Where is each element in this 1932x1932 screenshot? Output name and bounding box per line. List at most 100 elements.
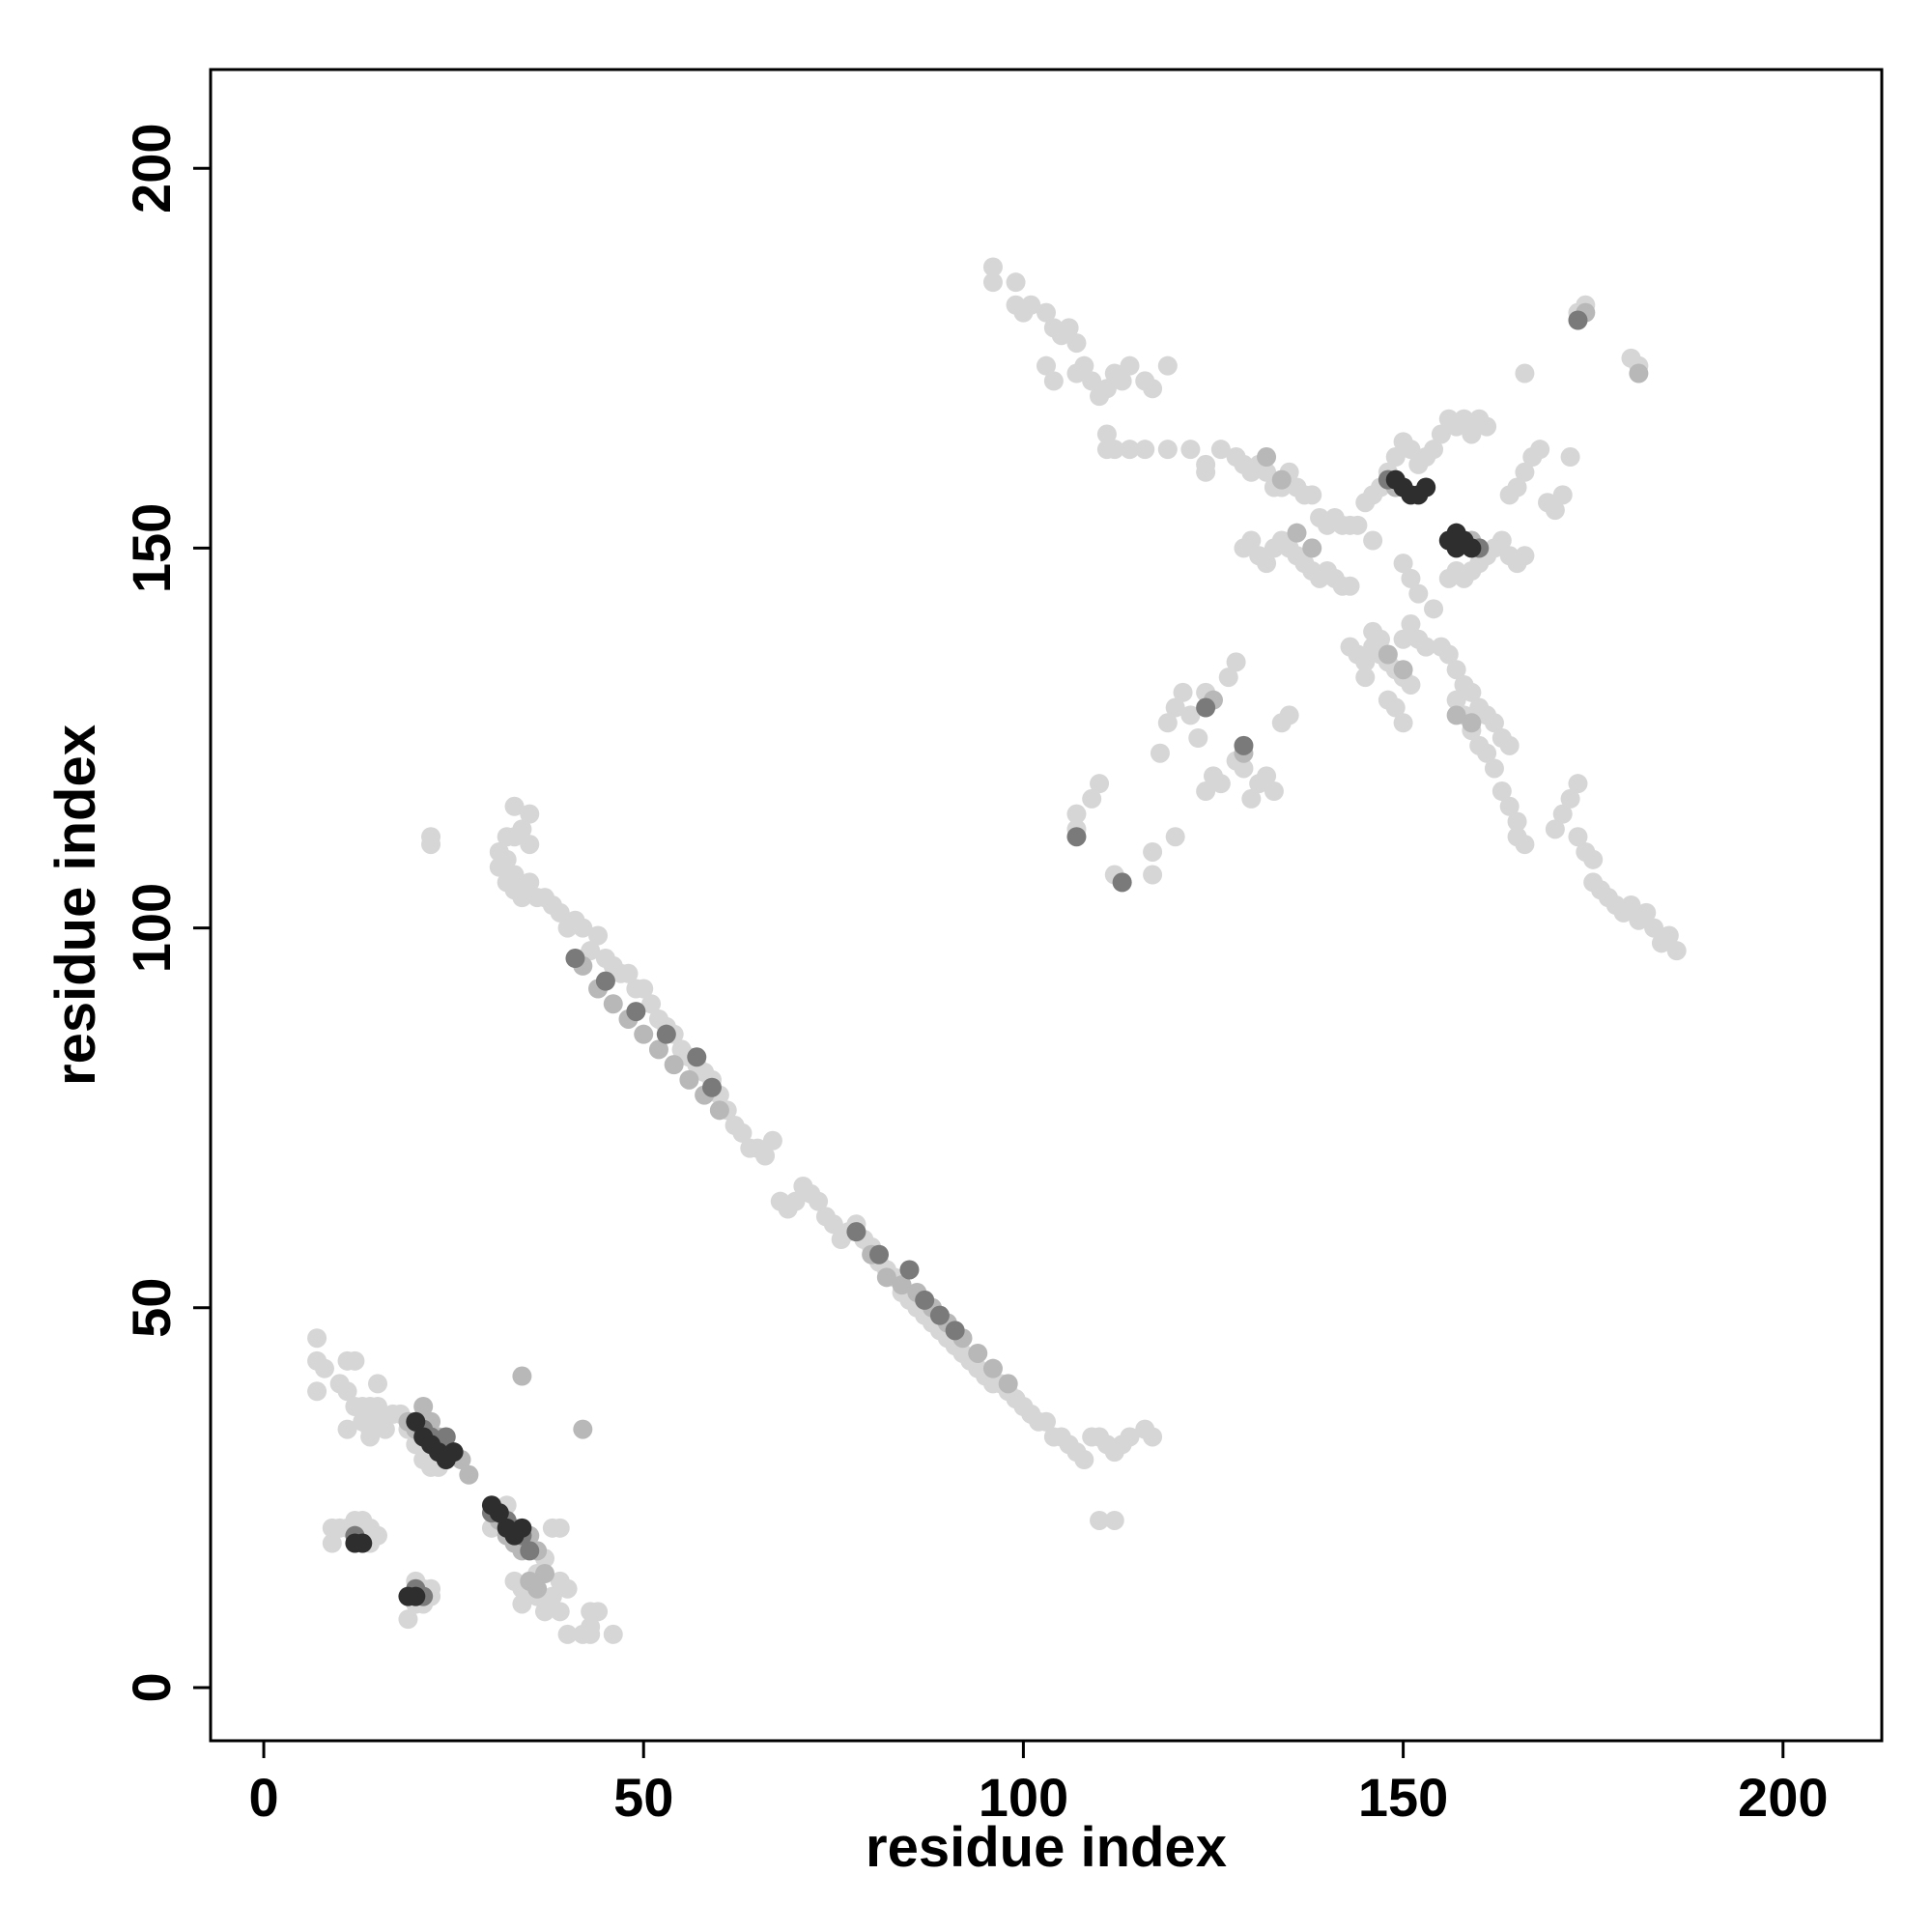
x-tick-label: 0	[248, 1767, 278, 1828]
contact-point	[1210, 440, 1231, 460]
contact-point	[603, 994, 623, 1014]
contact-point	[1552, 485, 1573, 505]
x-tick-label: 50	[613, 1767, 673, 1828]
contact-point	[1096, 424, 1117, 444]
contact-point	[982, 257, 1003, 277]
contact-point	[443, 1442, 464, 1463]
contact-point	[535, 1602, 554, 1622]
contact-point	[1006, 272, 1026, 293]
contact-point	[1104, 440, 1124, 460]
contact-point	[1302, 485, 1322, 505]
contact-point	[1173, 682, 1193, 702]
contact-point	[1066, 804, 1087, 824]
contact-point	[1037, 355, 1056, 376]
contact-point	[1150, 743, 1170, 763]
y-tick-label: 200	[121, 124, 182, 213]
contact-point	[1037, 302, 1056, 323]
y-axis-title: residue index	[44, 724, 107, 1086]
contact-point	[542, 1586, 562, 1606]
contact-point	[1340, 576, 1360, 596]
contact-point	[929, 1305, 950, 1325]
contact-point	[337, 1419, 357, 1439]
contact-point	[1499, 796, 1520, 816]
contact-point	[1666, 941, 1687, 961]
contact-point	[595, 971, 615, 991]
contact-point	[1462, 538, 1482, 558]
contact-point	[1059, 318, 1079, 338]
contact-point	[1074, 1450, 1094, 1470]
contact-point	[1477, 416, 1497, 437]
contact-point	[1507, 811, 1527, 832]
contact-point	[1241, 788, 1262, 809]
contact-point	[869, 1244, 889, 1264]
contact-point	[520, 804, 540, 824]
y-tick-label: 0	[121, 1672, 182, 1702]
contact-point	[1180, 705, 1201, 725]
data-points	[307, 257, 1687, 1644]
contact-point	[603, 1624, 623, 1644]
contact-point	[1082, 788, 1102, 809]
contact-point	[1143, 379, 1163, 399]
contact-point	[1066, 827, 1087, 847]
contact-point	[1210, 774, 1231, 794]
contact-point	[687, 1047, 707, 1067]
contact-point	[368, 1374, 387, 1394]
contact-point	[1568, 310, 1588, 330]
contact-point	[1143, 865, 1163, 885]
contact-point	[353, 1533, 373, 1553]
contact-point	[1378, 644, 1398, 665]
contact-point	[876, 1267, 896, 1288]
contact-point	[1560, 788, 1580, 809]
contact-point	[732, 1122, 753, 1143]
contact-point	[1492, 530, 1512, 551]
contact-point	[406, 1586, 426, 1606]
contact-point	[307, 1381, 327, 1402]
contact-point	[1446, 705, 1466, 725]
contact-point	[968, 1343, 988, 1363]
contact-point	[1104, 1510, 1124, 1530]
contact-point	[1120, 355, 1140, 376]
contact-point	[1401, 614, 1421, 635]
contact-point	[314, 1358, 334, 1378]
contact-point	[641, 994, 662, 1014]
contact-point	[581, 941, 601, 961]
contact-point	[1416, 637, 1436, 657]
contact-point	[1120, 440, 1140, 460]
contact-point	[1302, 538, 1322, 558]
contact-point	[1112, 872, 1132, 893]
contact-point	[588, 1602, 609, 1622]
contact-point	[535, 1564, 554, 1583]
contact-point	[1196, 462, 1216, 482]
plot-frame	[209, 68, 1884, 1743]
contact-point	[557, 1578, 578, 1599]
contact-point	[573, 918, 593, 938]
contact-point	[1515, 462, 1535, 482]
contact-point	[550, 902, 570, 923]
contact-point	[1165, 697, 1185, 718]
contact-point	[413, 1397, 434, 1416]
contact-point	[1143, 841, 1163, 862]
contact-point	[512, 1594, 532, 1614]
contact-point	[1257, 554, 1277, 574]
contact-point	[1636, 902, 1657, 923]
contact-point	[520, 1541, 540, 1561]
contact-point	[846, 1222, 867, 1242]
contact-point	[823, 1214, 843, 1235]
y-axis: 0 50 100 150 200	[121, 124, 211, 1703]
contact-point	[1180, 440, 1201, 460]
contact-point	[1446, 690, 1466, 710]
contact-point	[1157, 355, 1178, 376]
contact-point	[1462, 424, 1482, 444]
contact-point	[1545, 819, 1565, 839]
contact-point	[368, 1397, 387, 1416]
contact-point	[1424, 599, 1444, 619]
contact-point	[1096, 379, 1117, 399]
contact-point	[1066, 333, 1087, 354]
contact-point	[527, 1578, 548, 1599]
contact-point	[664, 1055, 684, 1075]
contact-point	[1090, 774, 1110, 794]
contact-point	[375, 1419, 395, 1439]
contact-point	[1385, 697, 1406, 718]
contact-point	[1090, 1510, 1110, 1530]
contact-point	[360, 1427, 381, 1447]
